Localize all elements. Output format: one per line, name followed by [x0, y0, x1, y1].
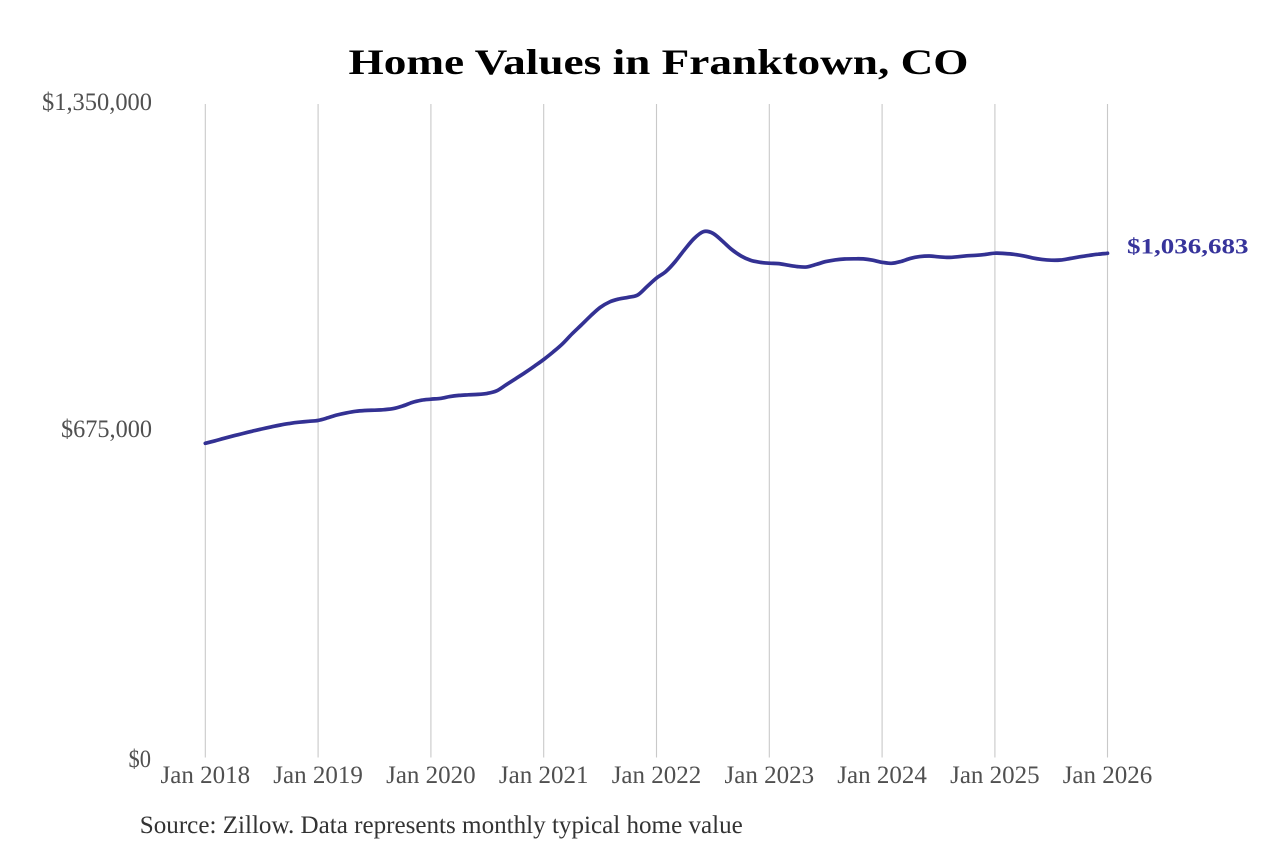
svg-text:Jan 2024: Jan 2024	[837, 762, 927, 789]
svg-text:$675,000: $675,000	[61, 416, 152, 443]
svg-text:Jan 2019: Jan 2019	[273, 762, 363, 789]
svg-text:$0: $0	[129, 746, 152, 773]
svg-text:Source: Zillow. Data represent: Source: Zillow. Data represents monthly …	[140, 812, 743, 839]
svg-text:Jan 2021: Jan 2021	[499, 762, 589, 789]
svg-text:Jan 2023: Jan 2023	[725, 762, 815, 789]
svg-text:$1,350,000: $1,350,000	[42, 89, 152, 116]
svg-text:$1,036,683: $1,036,683	[1127, 233, 1249, 258]
svg-text:Jan 2020: Jan 2020	[386, 762, 476, 789]
svg-text:Jan 2022: Jan 2022	[612, 762, 702, 789]
svg-text:Jan 2018: Jan 2018	[161, 762, 251, 789]
svg-text:Jan 2026: Jan 2026	[1063, 762, 1153, 789]
svg-text:Home Values in Franktown, CO: Home Values in Franktown, CO	[349, 42, 969, 82]
svg-text:Jan 2025: Jan 2025	[950, 762, 1040, 789]
